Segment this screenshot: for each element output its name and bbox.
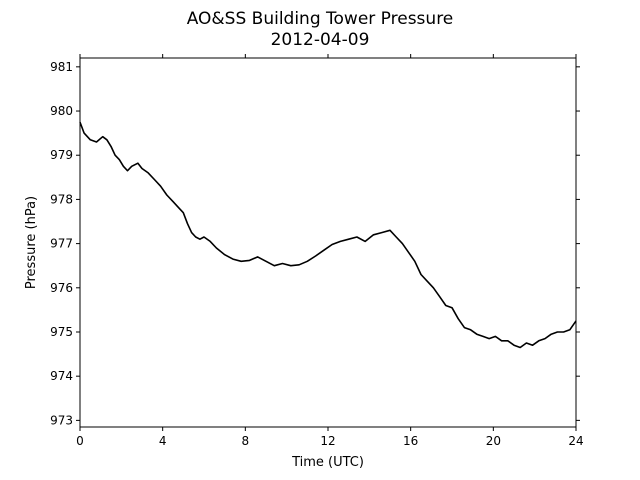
x-tick-label: 4 bbox=[159, 434, 167, 448]
y-tick-label: 973 bbox=[50, 413, 73, 427]
x-axis-label: Time (UTC) bbox=[291, 455, 364, 470]
y-tick-label: 975 bbox=[50, 325, 73, 339]
y-tick-label: 980 bbox=[50, 104, 73, 118]
y-tick-label: 974 bbox=[50, 369, 73, 383]
y-axis-label: Pressure (hPa) bbox=[24, 196, 39, 289]
x-tick-label: 20 bbox=[486, 434, 501, 448]
x-tick-label: 16 bbox=[403, 434, 418, 448]
y-axis: 973 974 975 976 977 978 979 980 981 bbox=[50, 60, 580, 427]
x-tick-label: 12 bbox=[320, 434, 335, 448]
series-line-0 bbox=[79, 121, 577, 349]
y-tick-label: 979 bbox=[50, 148, 73, 162]
x-tick-label: 0 bbox=[76, 434, 84, 448]
x-tick-label: 24 bbox=[568, 434, 583, 448]
x-axis: 0 4 8 12 16 20 24 bbox=[76, 54, 584, 448]
plot-frame bbox=[79, 57, 577, 428]
y-tick-label: 978 bbox=[50, 192, 73, 206]
chart-subtitle: 2012-04-09 bbox=[271, 30, 370, 50]
plot-area bbox=[79, 121, 577, 349]
x-tick-label: 8 bbox=[242, 434, 250, 448]
chart-title: AO&SS Building Tower Pressure bbox=[187, 9, 454, 29]
y-tick-label: 977 bbox=[50, 237, 73, 251]
y-tick-label: 976 bbox=[50, 281, 73, 295]
y-tick-label: 981 bbox=[50, 60, 73, 74]
